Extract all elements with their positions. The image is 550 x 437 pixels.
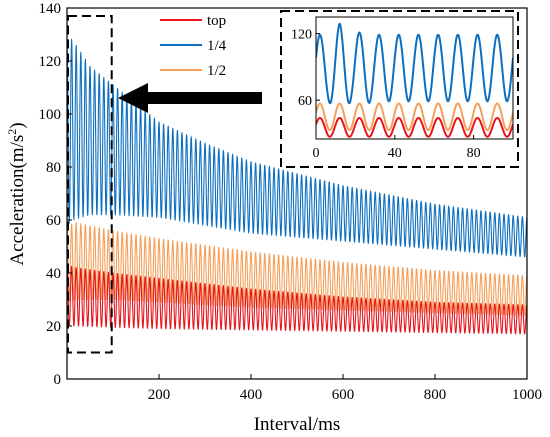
x-axis-title: Interval/ms [254, 414, 341, 435]
inset-y-tick-label: 120 [291, 28, 312, 43]
series-quarter-line [67, 38, 527, 258]
y-tick-label: 40 [46, 266, 61, 282]
y-tick-label: 140 [39, 1, 62, 17]
highlight-box [67, 14, 113, 354]
series-half-line [67, 222, 527, 316]
y-tick-label: 60 [46, 213, 61, 229]
y-axis-title-close: ) [7, 122, 28, 128]
y-axis-title-superscript: 2 [5, 129, 19, 135]
inset-series-top-line [316, 116, 513, 138]
main-series-group [67, 38, 527, 335]
inset-y-tick-label: 60 [298, 94, 312, 109]
inset-plot-frame [315, 16, 514, 140]
inset-series-group [316, 22, 513, 138]
y-tick-label: 120 [39, 54, 62, 70]
legend-label-quarter: 1/4 [207, 38, 227, 54]
legend-label-half: 1/2 [207, 63, 226, 79]
y-tick-label: 100 [39, 107, 62, 123]
legend: top 1/4 1/2 [160, 13, 227, 79]
x-tick-label: 200 [148, 387, 171, 403]
inset-plot-area: 0 40 80 60 120 [280, 10, 519, 168]
y-tick-label: 80 [46, 160, 61, 176]
arrow-to-highlight [118, 83, 262, 113]
inset-series-quarter-line [316, 22, 513, 105]
legend-label-top: top [207, 13, 226, 29]
y-tick-label: 0 [54, 372, 62, 388]
inset-x-tick-label: 40 [388, 146, 402, 161]
x-tick-label: 400 [240, 387, 263, 403]
x-tick-label: 600 [332, 387, 355, 403]
y-axis-title-main: Acceleration(m/s [7, 135, 28, 266]
inset-ticks: 0 40 80 60 120 [291, 28, 481, 161]
inset-series-half-line [316, 102, 513, 132]
series-top-line [67, 264, 527, 335]
inset-x-tick-label: 80 [467, 146, 481, 161]
x-tick-label: 1000 [512, 387, 542, 403]
y-tick-label: 20 [46, 319, 61, 335]
y-axis-title: Acceleration(m/s2) [5, 122, 28, 265]
x-tick-label: 800 [424, 387, 447, 403]
inset-x-tick-label: 0 [313, 146, 320, 161]
